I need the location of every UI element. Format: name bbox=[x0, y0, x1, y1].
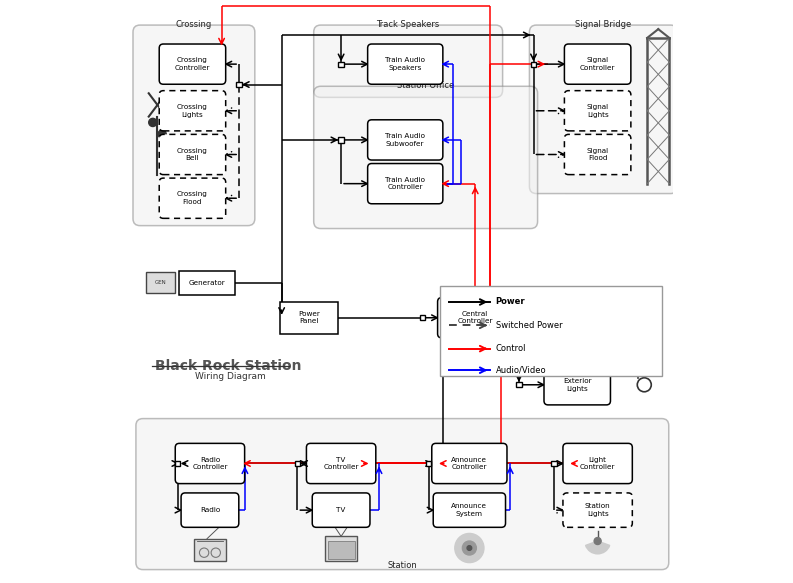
Circle shape bbox=[158, 130, 167, 138]
FancyBboxPatch shape bbox=[306, 443, 376, 484]
Bar bbox=[420, 315, 425, 321]
Bar bbox=[531, 61, 536, 66]
Text: Light
Controller: Light Controller bbox=[580, 456, 615, 470]
Text: Radio: Radio bbox=[200, 507, 220, 513]
Bar bbox=[339, 137, 343, 143]
Text: Crossing
Controller: Crossing Controller bbox=[174, 57, 210, 71]
Text: Crossing: Crossing bbox=[176, 20, 212, 29]
Text: Track Speakers: Track Speakers bbox=[377, 20, 440, 29]
FancyBboxPatch shape bbox=[563, 443, 632, 484]
FancyBboxPatch shape bbox=[565, 91, 631, 131]
FancyBboxPatch shape bbox=[368, 120, 442, 160]
Text: Audio/Video: Audio/Video bbox=[496, 366, 546, 375]
Bar bbox=[193, 539, 226, 561]
Text: Central
Controller: Central Controller bbox=[458, 311, 493, 325]
Text: Crossing
Lights: Crossing Lights bbox=[177, 104, 208, 118]
Text: Switched Power: Switched Power bbox=[496, 321, 562, 330]
Text: Train Audio
Subwoofer: Train Audio Subwoofer bbox=[385, 133, 425, 147]
FancyBboxPatch shape bbox=[368, 163, 442, 204]
Circle shape bbox=[467, 546, 472, 550]
Text: TV
Controller: TV Controller bbox=[324, 456, 359, 470]
Text: Control: Control bbox=[496, 344, 526, 353]
Bar bbox=[179, 271, 235, 295]
Bar bbox=[280, 302, 338, 333]
Text: Crossing
Bell: Crossing Bell bbox=[177, 147, 208, 161]
Text: TV: TV bbox=[336, 507, 346, 513]
FancyBboxPatch shape bbox=[565, 135, 631, 175]
FancyBboxPatch shape bbox=[438, 298, 513, 338]
FancyBboxPatch shape bbox=[136, 419, 668, 570]
Text: Train Audio
Controller: Train Audio Controller bbox=[385, 177, 425, 191]
FancyBboxPatch shape bbox=[544, 365, 611, 405]
Text: Station
Lights: Station Lights bbox=[584, 503, 611, 517]
FancyBboxPatch shape bbox=[181, 493, 239, 527]
Text: Power: Power bbox=[496, 297, 525, 307]
Bar bbox=[426, 461, 431, 466]
Bar bbox=[516, 382, 522, 387]
FancyBboxPatch shape bbox=[159, 135, 226, 175]
FancyBboxPatch shape bbox=[530, 25, 677, 194]
Text: GEN: GEN bbox=[155, 280, 167, 285]
Circle shape bbox=[594, 538, 601, 545]
FancyBboxPatch shape bbox=[312, 493, 370, 527]
FancyBboxPatch shape bbox=[175, 443, 244, 484]
Text: Signal
Controller: Signal Controller bbox=[580, 57, 615, 71]
FancyBboxPatch shape bbox=[563, 493, 632, 527]
Text: Announce
System: Announce System bbox=[451, 503, 488, 517]
FancyBboxPatch shape bbox=[159, 178, 226, 219]
Bar bbox=[295, 461, 300, 466]
FancyBboxPatch shape bbox=[433, 493, 505, 527]
FancyBboxPatch shape bbox=[565, 44, 631, 84]
Text: Signal Bridge: Signal Bridge bbox=[576, 20, 631, 29]
Text: Power
Panel: Power Panel bbox=[298, 311, 320, 325]
Text: Signal
Lights: Signal Lights bbox=[587, 104, 609, 118]
Wedge shape bbox=[585, 541, 610, 554]
FancyBboxPatch shape bbox=[431, 443, 507, 484]
Circle shape bbox=[149, 118, 157, 127]
Text: Train Audio
Speakers: Train Audio Speakers bbox=[385, 57, 425, 71]
FancyBboxPatch shape bbox=[368, 44, 442, 84]
Bar bbox=[551, 461, 557, 466]
Text: Station Office: Station Office bbox=[397, 82, 454, 90]
Bar bbox=[328, 541, 354, 559]
Bar bbox=[440, 286, 662, 376]
Bar bbox=[325, 536, 358, 561]
Bar bbox=[236, 82, 242, 87]
FancyBboxPatch shape bbox=[159, 44, 226, 84]
Circle shape bbox=[462, 541, 477, 555]
Text: Crossing
Flood: Crossing Flood bbox=[177, 191, 208, 205]
Circle shape bbox=[455, 533, 484, 563]
FancyBboxPatch shape bbox=[314, 25, 503, 97]
Text: Radio
Controller: Radio Controller bbox=[192, 456, 228, 470]
Text: Generator: Generator bbox=[189, 280, 225, 286]
FancyBboxPatch shape bbox=[159, 91, 226, 131]
FancyBboxPatch shape bbox=[314, 86, 538, 229]
Bar bbox=[339, 61, 343, 66]
Text: Announce
Controller: Announce Controller bbox=[451, 456, 488, 470]
Text: Black Rock Station: Black Rock Station bbox=[155, 359, 301, 373]
Text: Wiring Diagram: Wiring Diagram bbox=[195, 372, 266, 381]
FancyBboxPatch shape bbox=[133, 25, 255, 226]
Bar bbox=[146, 272, 175, 293]
Bar bbox=[175, 461, 181, 466]
Text: Station: Station bbox=[388, 561, 417, 570]
Text: Exterior
Lights: Exterior Lights bbox=[563, 378, 592, 392]
Text: Signal
Flood: Signal Flood bbox=[587, 147, 609, 161]
